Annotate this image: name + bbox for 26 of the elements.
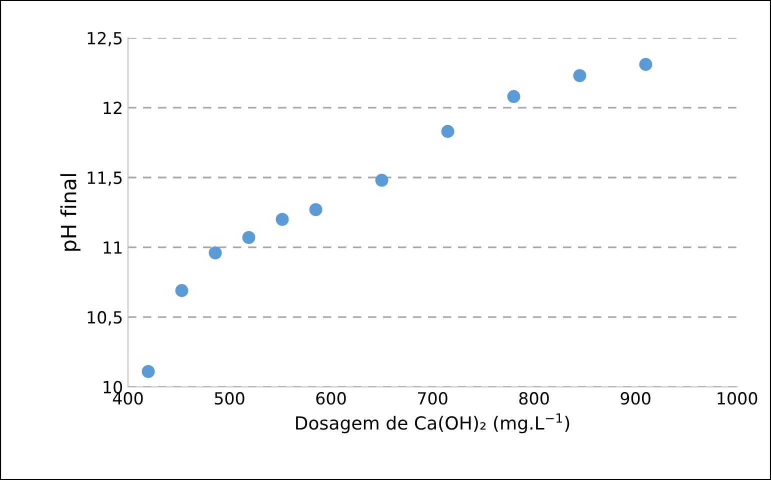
x-axis-title: Dosagem de Ca(OH)₂ (mg.L$^{−1}$) — [296, 413, 570, 434]
y-tick-label: 11 — [104, 241, 122, 254]
y-tick-label: 12,5 — [88, 32, 122, 46]
y-tick-label: 12 — [104, 102, 122, 114]
x-tick-label: 900 — [620, 392, 650, 405]
point — [175, 284, 188, 298]
point — [573, 69, 586, 82]
point — [242, 231, 256, 244]
x-tick-label: 500 — [214, 392, 244, 405]
point — [142, 365, 155, 378]
y-tick-label: 11,5 — [88, 172, 122, 186]
x-tick-label: 700 — [418, 392, 448, 405]
point — [208, 246, 222, 260]
x-tick-label: 400 — [112, 392, 143, 405]
point — [639, 58, 652, 71]
y-tick-label: 10,5 — [88, 311, 122, 326]
point — [441, 124, 454, 138]
x-tick-label: 1000 — [718, 392, 758, 405]
y-tick-label: 10 — [104, 380, 122, 394]
x-tick-label: 800 — [519, 392, 549, 405]
point — [276, 212, 289, 226]
point — [507, 90, 520, 104]
point — [309, 203, 322, 216]
point — [375, 174, 388, 187]
y-axis-title: pH final — [60, 174, 80, 251]
x-tick-label: 600 — [316, 392, 346, 405]
